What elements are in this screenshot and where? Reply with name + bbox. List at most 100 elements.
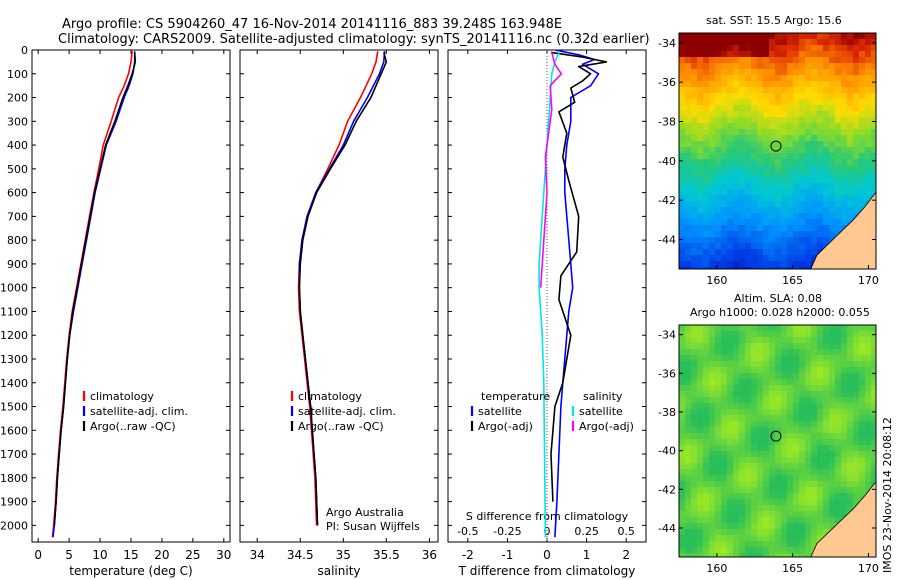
- map-cell: [679, 523, 686, 530]
- map-cell: [775, 69, 782, 76]
- map-cell: [841, 51, 848, 58]
- map-cell: [865, 469, 872, 476]
- map-cell: [793, 207, 800, 214]
- map-cell: [781, 505, 788, 512]
- map-cell: [721, 361, 728, 368]
- map-cell: [841, 201, 848, 208]
- map-cell: [715, 207, 722, 214]
- map-cell: [727, 267, 734, 269]
- map-cell: [763, 523, 770, 530]
- map-cell: [853, 33, 860, 40]
- plot-frame: [31, 49, 231, 543]
- map-cell: [805, 45, 812, 52]
- map-cell: [745, 105, 752, 112]
- map-cell: [841, 505, 848, 512]
- map-cell: [721, 255, 728, 262]
- map-cell: [757, 249, 764, 256]
- map-cell: [865, 445, 872, 452]
- map-cell: [787, 337, 794, 344]
- map-cell: [817, 343, 824, 350]
- map-cell: [721, 427, 728, 434]
- map-cell: [757, 39, 764, 46]
- map-cell: [829, 451, 836, 458]
- map-cell: [769, 427, 776, 434]
- map-cell: [691, 75, 698, 82]
- map-cell: [751, 159, 758, 166]
- map-cell: [835, 207, 842, 214]
- map-cell: [811, 367, 818, 374]
- map-cell: [703, 451, 710, 458]
- y-tick-label: 200: [7, 92, 28, 105]
- map-cell: [781, 361, 788, 368]
- map-cell: [721, 129, 728, 136]
- map-cell: [799, 403, 806, 410]
- map-cell: [721, 547, 728, 554]
- map-cell: [691, 433, 698, 440]
- map-cell: [775, 51, 782, 58]
- map-cell: [853, 141, 860, 148]
- map-x-tick-label: 165: [782, 562, 803, 575]
- map-cell: [763, 337, 770, 344]
- map-cell: [709, 57, 716, 64]
- map-cell: [781, 51, 788, 58]
- map-y-tick-label: -38: [658, 116, 676, 129]
- map-cell: [817, 63, 824, 70]
- map-cell: [859, 87, 866, 94]
- map-cell: [775, 529, 782, 536]
- map-cell: [745, 379, 752, 386]
- map-cell: [781, 343, 788, 350]
- map-cell: [793, 337, 800, 344]
- map-cell: [781, 177, 788, 184]
- map-cell: [805, 517, 812, 524]
- map-cell: [865, 367, 872, 374]
- map-cell: [805, 379, 812, 386]
- map-cell: [775, 75, 782, 82]
- map-cell: [679, 403, 686, 410]
- y-tick-label: 2000: [0, 519, 28, 532]
- map-cell: [799, 123, 806, 130]
- map-cell: [763, 553, 770, 557]
- map-cell: [781, 207, 788, 214]
- map-cell: [799, 325, 806, 332]
- map-cell: [757, 51, 764, 58]
- map-cell: [811, 541, 818, 548]
- map-cell: [727, 105, 734, 112]
- map-cell: [859, 457, 866, 464]
- map-cell: [721, 421, 728, 428]
- map-cell: [745, 391, 752, 398]
- map-cell: [727, 523, 734, 530]
- map-cell: [775, 337, 782, 344]
- map-cell: [679, 33, 686, 40]
- map-cell: [769, 249, 776, 256]
- map-cell: [751, 547, 758, 554]
- map-cell: [793, 361, 800, 368]
- map-cell: [865, 99, 872, 106]
- map-cell: [703, 63, 710, 70]
- map-cell: [697, 475, 704, 482]
- map-cell: [763, 243, 770, 250]
- map-cell: [739, 99, 746, 106]
- y-tick-label: 1600: [0, 424, 28, 437]
- map-cell: [805, 391, 812, 398]
- map-cell: [691, 463, 698, 470]
- map-cell: [859, 343, 866, 350]
- map-cell: [715, 355, 722, 362]
- map-cell: [859, 183, 866, 190]
- map-cell: [865, 81, 872, 88]
- map-cell: [817, 39, 824, 46]
- map-cell: [691, 141, 698, 148]
- map-cell: [703, 201, 710, 208]
- map-cell: [763, 207, 770, 214]
- map-cell: [775, 355, 782, 362]
- map-cell: [781, 457, 788, 464]
- map-cell: [733, 105, 740, 112]
- map-cell: [697, 451, 704, 458]
- map-cell: [829, 511, 836, 518]
- map-cell: [865, 349, 872, 356]
- map-cell: [751, 111, 758, 118]
- map-cell: [805, 325, 812, 332]
- map-cell: [715, 547, 722, 554]
- map-cell: [757, 267, 764, 269]
- map-cell: [703, 433, 710, 440]
- map-cell: [829, 493, 836, 500]
